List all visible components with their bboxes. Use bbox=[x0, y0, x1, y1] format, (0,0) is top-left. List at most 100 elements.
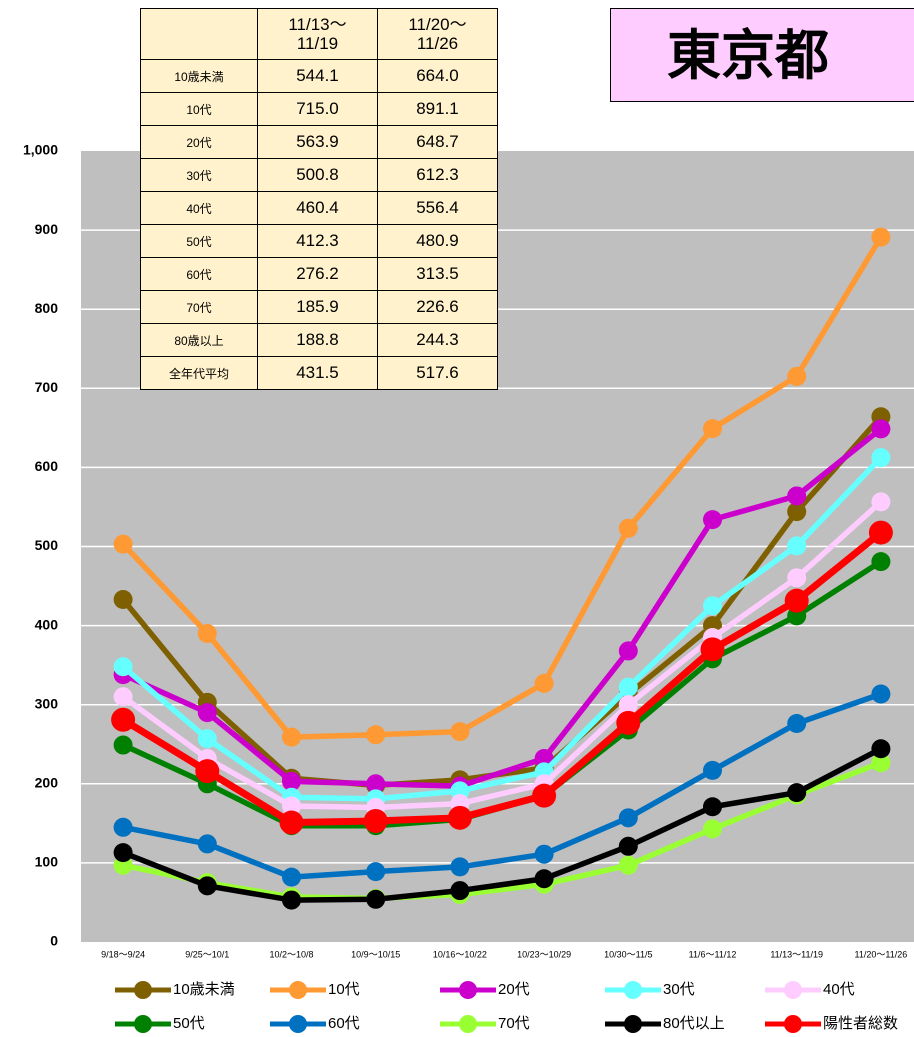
marker bbox=[113, 687, 133, 707]
marker bbox=[282, 796, 301, 816]
series-line bbox=[122, 760, 882, 902]
marker bbox=[197, 729, 217, 749]
x-tick-label: 9/18～9/24 bbox=[101, 949, 145, 959]
marker bbox=[197, 876, 217, 896]
y-tick-label: 200 bbox=[35, 775, 59, 791]
table-cell: 244.3 bbox=[377, 323, 498, 357]
table-cell: 80歳以上 bbox=[140, 323, 258, 357]
marker bbox=[700, 637, 725, 662]
legend-marker bbox=[784, 1015, 802, 1033]
y-tick-label: 900 bbox=[35, 221, 59, 237]
marker bbox=[111, 707, 136, 732]
legend-marker bbox=[134, 1015, 152, 1033]
table-cell: 185.9 bbox=[257, 290, 378, 324]
marker bbox=[871, 552, 891, 572]
y-tick-label: 300 bbox=[35, 695, 59, 711]
x-tick-label: 10/23～10/29 bbox=[517, 949, 571, 959]
marker bbox=[871, 492, 891, 512]
marker bbox=[282, 771, 301, 791]
table-cell: 10代 bbox=[140, 92, 258, 126]
table-cell: 276.2 bbox=[257, 257, 378, 291]
legend-label: 10代 bbox=[328, 981, 360, 998]
x-tick-label: 9/25～10/1 bbox=[185, 949, 229, 959]
marker bbox=[618, 695, 638, 715]
marker bbox=[363, 808, 388, 833]
marker bbox=[703, 596, 722, 616]
table-cell: 20代 bbox=[140, 125, 258, 159]
marker bbox=[618, 677, 638, 697]
legend-marker bbox=[289, 981, 307, 999]
table-cell: 648.7 bbox=[377, 125, 498, 159]
table-cell: 563.9 bbox=[257, 125, 378, 159]
marker bbox=[534, 748, 554, 768]
table-cell: 11/13～ 11/19 bbox=[257, 8, 378, 60]
y-tick-label: 400 bbox=[35, 616, 59, 632]
table-row: 全年代平均 431.5 517.6 bbox=[140, 356, 498, 390]
table-row: 10歳未満 544.1 664.0 bbox=[140, 59, 498, 93]
legend-marker bbox=[624, 1015, 642, 1033]
marker bbox=[450, 881, 470, 901]
x-tick-label: 10/16～10/22 bbox=[433, 949, 487, 959]
marker bbox=[366, 725, 386, 745]
marker bbox=[534, 844, 554, 864]
table-row: 50代 412.3 480.9 bbox=[140, 224, 498, 258]
marker bbox=[618, 808, 638, 828]
marker bbox=[366, 862, 386, 882]
marker bbox=[197, 703, 217, 723]
y-tick-label: 1,000 bbox=[23, 142, 58, 158]
table-row: 11/13～ 11/19 11/20～ 11/26 bbox=[140, 8, 498, 60]
table-row: 20代 563.9 648.7 bbox=[140, 125, 498, 159]
marker bbox=[113, 534, 133, 554]
series-line bbox=[122, 746, 883, 903]
marker bbox=[703, 819, 722, 839]
legend-label: 60代 bbox=[328, 1015, 360, 1032]
marker bbox=[195, 759, 220, 784]
marker bbox=[703, 760, 722, 780]
table-row: 40代 460.4 556.4 bbox=[140, 191, 498, 225]
marker bbox=[787, 783, 807, 803]
x-tick-label: 11/13～11/19 bbox=[770, 949, 823, 959]
marker bbox=[282, 867, 301, 887]
marker bbox=[113, 817, 133, 837]
table-cell: 480.9 bbox=[377, 224, 498, 258]
table-cell: 50代 bbox=[140, 224, 258, 258]
table-cell: 30代 bbox=[140, 158, 258, 192]
table-cell bbox=[140, 8, 258, 60]
series-line bbox=[121, 426, 883, 789]
table-cell: 全年代平均 bbox=[140, 356, 258, 390]
marker bbox=[450, 857, 470, 877]
legend-marker bbox=[134, 981, 152, 999]
marker bbox=[113, 843, 133, 863]
x-tick-label: 10/30～11/5 bbox=[604, 949, 652, 959]
marker bbox=[787, 366, 807, 386]
y-tick-label: 800 bbox=[35, 300, 59, 316]
marker bbox=[113, 735, 133, 755]
marker bbox=[366, 774, 386, 794]
table-row: 70代 185.9 226.6 bbox=[140, 290, 498, 324]
legend-marker bbox=[289, 1015, 307, 1033]
legend-label: 30代 bbox=[663, 981, 695, 998]
x-tick-label: 10/9～10/15 bbox=[351, 949, 400, 959]
data-table: 11/13～ 11/19 11/20～ 11/26 10歳未満 544.1 664.0 1… bbox=[140, 8, 498, 390]
legend-marker bbox=[459, 981, 477, 999]
marker bbox=[703, 510, 722, 530]
series-line bbox=[121, 455, 883, 802]
table-cell: 715.0 bbox=[257, 92, 378, 126]
marker bbox=[113, 589, 133, 609]
marker bbox=[871, 684, 891, 704]
marker bbox=[787, 568, 807, 588]
marker bbox=[871, 448, 891, 468]
table-cell: 70代 bbox=[140, 290, 258, 324]
table-cell: 412.3 bbox=[257, 224, 378, 258]
y-tick-label: 500 bbox=[35, 537, 59, 553]
legend-label: 10歳未満 bbox=[173, 981, 235, 998]
marker bbox=[618, 641, 638, 661]
table-cell: 460.4 bbox=[257, 191, 378, 225]
table-row: 30代 500.8 612.3 bbox=[140, 158, 498, 192]
marker bbox=[282, 727, 301, 747]
marker bbox=[787, 536, 807, 556]
marker bbox=[868, 520, 893, 545]
table-cell: 891.1 bbox=[377, 92, 498, 126]
legend-label: 40代 bbox=[823, 981, 855, 998]
